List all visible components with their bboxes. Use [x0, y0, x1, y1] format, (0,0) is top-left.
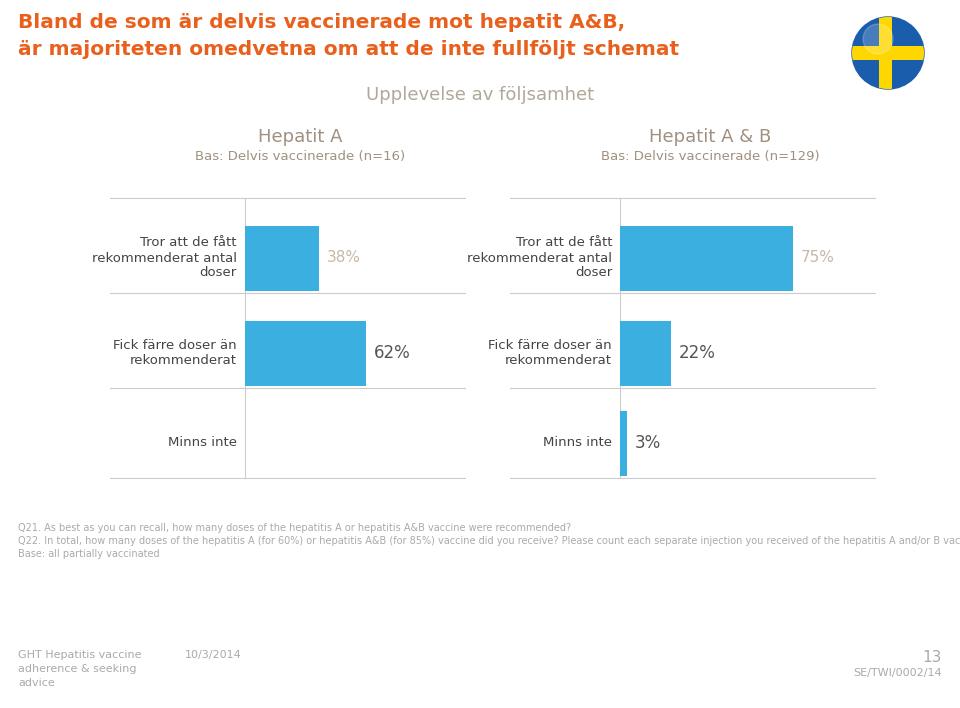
FancyBboxPatch shape: [879, 17, 892, 89]
Text: 10/3/2014: 10/3/2014: [185, 650, 242, 660]
FancyBboxPatch shape: [620, 321, 671, 385]
Text: Bas: Delvis vaccinerade (n=16): Bas: Delvis vaccinerade (n=16): [195, 150, 405, 163]
Text: Bland de som är delvis vaccinerade mot hepatit A&B,: Bland de som är delvis vaccinerade mot h…: [18, 13, 625, 32]
Text: Tror att de fått
rekommenderat antal
doser: Tror att de fått rekommenderat antal dos…: [92, 236, 237, 280]
Text: Q21. As best as you can recall, how many doses of the hepatitis A or hepatitis A: Q21. As best as you can recall, how many…: [18, 523, 571, 533]
Circle shape: [863, 24, 893, 54]
Text: Upplevelse av följsamhet: Upplevelse av följsamhet: [366, 86, 594, 104]
FancyBboxPatch shape: [245, 321, 366, 385]
FancyBboxPatch shape: [245, 226, 319, 290]
Text: 75%: 75%: [801, 251, 834, 266]
Circle shape: [852, 17, 924, 89]
Text: 3%: 3%: [635, 434, 661, 452]
Text: Minns inte: Minns inte: [168, 437, 237, 450]
Text: är majoriteten omedvetna om att de inte fullföljt schemat: är majoriteten omedvetna om att de inte …: [18, 40, 679, 59]
Text: 38%: 38%: [327, 251, 361, 266]
Text: Tror att de fått
rekommenderat antal
doser: Tror att de fått rekommenderat antal dos…: [467, 236, 612, 280]
Text: Q22. In total, how many doses of the hepatitis A (for 60%) or hepatitis A&B (for: Q22. In total, how many doses of the hep…: [18, 536, 960, 546]
Text: 62%: 62%: [373, 344, 411, 362]
Text: Minns inte: Minns inte: [543, 437, 612, 450]
Text: SE/TWI/0002/14: SE/TWI/0002/14: [853, 668, 942, 678]
Text: 13: 13: [923, 650, 942, 665]
Text: Bas: Delvis vaccinerade (n=129): Bas: Delvis vaccinerade (n=129): [601, 150, 819, 163]
FancyBboxPatch shape: [620, 226, 793, 290]
Text: GHT Hepatitis vaccine
adherence & seeking
advice: GHT Hepatitis vaccine adherence & seekin…: [18, 650, 141, 688]
Text: 22%: 22%: [679, 344, 715, 362]
FancyBboxPatch shape: [852, 46, 924, 60]
Text: Fick färre doser än
rekommenderat: Fick färre doser än rekommenderat: [113, 339, 237, 367]
Text: Hepatit A & B: Hepatit A & B: [649, 128, 771, 146]
Text: Base: all partially vaccinated: Base: all partially vaccinated: [18, 549, 159, 559]
FancyBboxPatch shape: [620, 411, 627, 476]
Text: Hepatit A: Hepatit A: [257, 128, 343, 146]
Text: Fick färre doser än
rekommenderat: Fick färre doser än rekommenderat: [489, 339, 612, 367]
